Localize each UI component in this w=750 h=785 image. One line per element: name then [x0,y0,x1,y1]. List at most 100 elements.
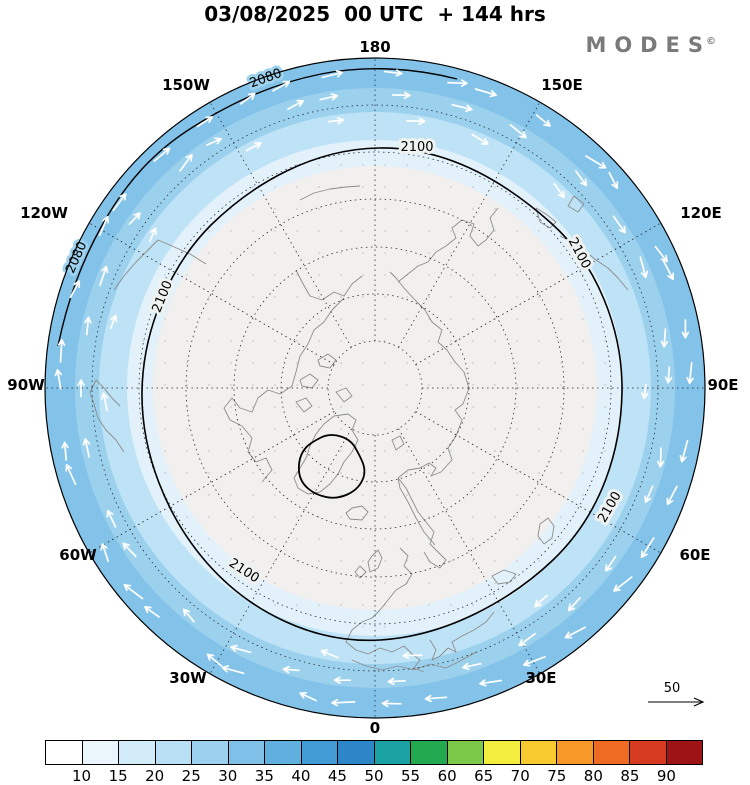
stipple-overlay [135,148,615,628]
wind-reference: 50 [648,681,705,707]
colorbar-cell [411,741,448,764]
lon-label-90w: 90W [7,376,45,394]
brand-text: MODES [585,33,711,57]
colorbar-tick-label: 45 [327,767,347,785]
map-boundary [44,57,706,719]
wind-arrow [69,280,81,299]
wind-arrow [82,438,91,458]
colorbar-cell [666,741,702,764]
wind-arrow [77,379,85,398]
wind-arrow [122,542,137,558]
wind-arrow [106,509,117,528]
colorbar-tick-label: 30 [218,767,238,785]
lon-label-30w: 30W [169,669,207,687]
wind-reference-arrow [648,697,705,707]
colorbar-cell [338,741,375,764]
wind-arrow [333,676,351,684]
wind-arrow [381,699,402,708]
wind-arrow [567,597,581,612]
wind-arrow [553,182,565,199]
wind-arrow [100,392,109,412]
wind-arrow [109,314,118,329]
wind-arrow [391,91,411,100]
colorbar-tick-label: 25 [181,767,201,785]
wind-arrow [534,594,548,608]
lon-label-30e: 30E [525,669,556,687]
colorbar-tick-label: 35 [254,767,274,785]
wind-arrow [656,447,665,468]
wind-reference-value: 50 [664,681,681,696]
chart-title: 03/08/2025 00 UTC + 144 hrs [204,2,546,26]
wind-arrow [287,99,304,110]
longitude-labels: 180 150W 150E 120W 120E 90W 90E 60W 60E … [7,38,738,737]
wind-arrow [98,215,110,237]
wind-arrow [451,103,473,112]
wind-arrow [666,485,678,506]
meridian-line [415,222,661,365]
wind-arrow [509,124,527,139]
meridian-line [209,428,352,674]
coastlines [89,185,629,673]
wind-arrow [644,485,654,503]
colorbar-cell [484,741,521,764]
brand-logo: MODES© [585,33,716,57]
latitude-circle [233,246,517,530]
colorbar-cell [46,741,83,764]
colorbar-cell [520,741,557,764]
lon-label-150w: 150W [162,76,210,94]
contours [57,68,623,642]
lon-label-90e: 90E [707,376,738,394]
wind-arrow [424,694,448,703]
wind-arrow [153,147,171,162]
meridian-line [89,411,335,554]
wind-arrow [245,142,262,152]
colorbar-tick-label: 80 [583,767,603,785]
lon-label-180: 180 [359,38,390,56]
colorbar-cell [447,741,484,764]
wind-arrow [196,116,213,128]
lon-label-60e: 60E [679,546,710,564]
wind-arrow [640,537,655,559]
colorbar-tick-label: 15 [108,767,128,785]
contour-2080 [57,68,458,347]
latitude-circle [185,198,565,578]
wind-arrow [660,328,669,348]
wind-arrow [54,368,63,390]
colorbar-cell [374,741,411,764]
colorbar-tick-label: 40 [291,767,311,785]
meridian-line [209,102,352,348]
lon-label-150e: 150E [541,76,583,94]
wind-arrow [574,170,588,187]
contour-closed-low [297,434,366,499]
wind-arrow [112,193,127,212]
colorbar-tick-label: 50 [364,767,384,785]
wind-arrow [206,137,222,146]
colorbar-cell [557,741,594,764]
wind-arrow [331,698,356,707]
colorbar-cell [228,741,265,764]
wind-arrow [612,215,626,234]
colorbar-tick-label: 65 [474,767,494,785]
colorbar-tick-label: 20 [145,767,165,785]
wind-arrow [402,651,423,660]
meridian-line [415,411,661,554]
wind-arrow [128,212,141,225]
wind-arrow [206,653,223,667]
colorbar-cell [630,741,667,764]
wind-arrow [182,608,195,623]
colorbar-cell [301,741,338,764]
wind-arrow [123,583,144,600]
wind-arrow [585,155,607,169]
meridian-line [89,222,335,365]
wind-arrow [535,114,551,127]
wind-arrow [518,632,536,647]
colorbar-cell [192,741,229,764]
colorbar-tick-label: 90 [656,767,676,785]
wind-arrow [387,677,406,686]
wind-arrow [321,70,344,79]
graticule [45,58,705,718]
lon-label-120w: 120W [20,204,68,222]
colorbar-tick-label: 75 [547,767,567,785]
wind-arrow [299,691,318,702]
